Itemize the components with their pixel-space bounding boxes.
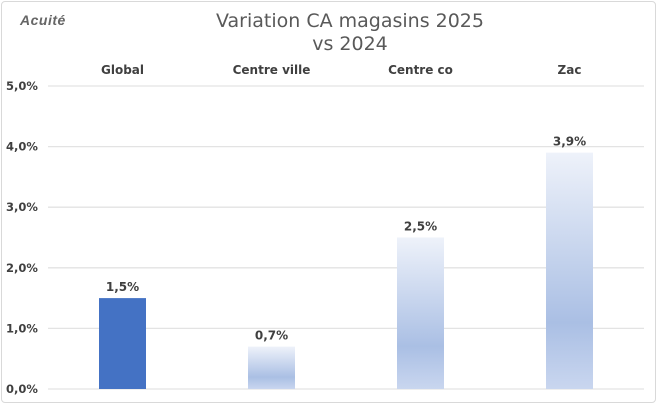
chart-title-line-2: vs 2024 bbox=[312, 33, 388, 55]
category-label: Centre ville bbox=[233, 63, 311, 77]
bar-zac bbox=[546, 152, 593, 389]
chart-title: Variation CA magasins 2025 vs 2024 bbox=[200, 10, 500, 56]
y-tick-label: 1,0% bbox=[6, 321, 38, 335]
category-label: Zac bbox=[558, 63, 582, 77]
bar-global bbox=[99, 298, 146, 389]
y-tick-label: 5,0% bbox=[6, 79, 38, 93]
chart-title-line-1: Variation CA magasins 2025 bbox=[215, 10, 484, 32]
data-label: 2,5% bbox=[404, 220, 437, 234]
y-tick-label: 4,0% bbox=[6, 140, 38, 154]
bar-centre-ville bbox=[248, 346, 295, 389]
bar-centre-co bbox=[397, 237, 444, 389]
data-label: 0,7% bbox=[255, 329, 288, 343]
y-tick-label: 3,0% bbox=[6, 200, 38, 214]
acuite-logo: Acuité bbox=[20, 12, 66, 28]
data-label: 1,5% bbox=[106, 280, 139, 294]
category-label: Centre co bbox=[388, 63, 453, 77]
data-label: 3,9% bbox=[553, 135, 586, 149]
y-tick-label: 0,0% bbox=[6, 382, 38, 396]
category-label: Global bbox=[101, 63, 144, 77]
y-tick-label: 2,0% bbox=[6, 261, 38, 275]
